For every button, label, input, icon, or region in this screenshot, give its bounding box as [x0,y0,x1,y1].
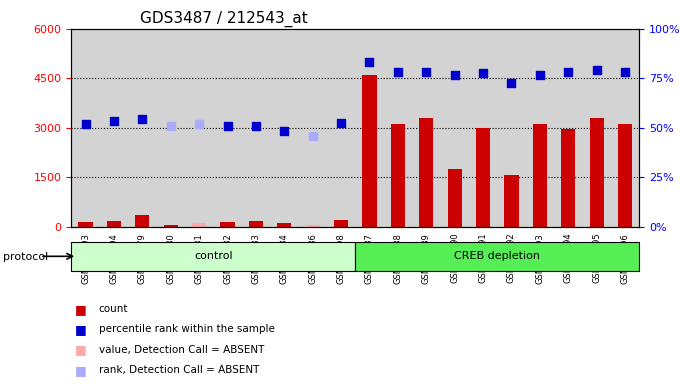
Point [279,128,290,134]
Point [563,69,574,75]
Bar [611,29,639,227]
Bar [526,29,554,227]
Point [307,133,318,139]
Bar [249,221,263,227]
Bar [355,29,384,227]
Point [137,116,148,122]
Bar [554,29,582,227]
Bar [78,222,92,227]
Bar [532,124,547,227]
Bar [242,29,270,227]
Bar [618,124,632,227]
Bar [220,222,235,227]
Point [619,69,630,75]
Bar [334,220,348,227]
Point [364,59,375,65]
Bar [476,127,490,227]
Bar [128,29,156,227]
Point [534,72,545,78]
Point [477,70,488,76]
Point [449,72,460,78]
Bar [497,29,526,227]
Point [165,123,176,129]
Bar [362,75,377,227]
Bar [469,29,497,227]
Bar [590,118,604,227]
Point [222,123,233,129]
Bar [447,169,462,227]
Text: percentile rank within the sample: percentile rank within the sample [99,324,275,334]
Bar [107,221,121,227]
Bar [192,223,206,227]
Bar [419,118,433,227]
Text: value, Detection Call = ABSENT: value, Detection Call = ABSENT [99,345,264,355]
Text: ■: ■ [75,303,86,316]
Point [506,80,517,86]
Bar [561,129,575,227]
Bar [391,124,405,227]
Text: ■: ■ [75,323,86,336]
Point [194,121,205,127]
Bar [384,29,412,227]
Text: protocol: protocol [3,252,49,262]
Bar [135,215,150,227]
Text: CREB depletion: CREB depletion [454,251,540,262]
Point [392,69,403,75]
Text: GDS3487 / 212543_at: GDS3487 / 212543_at [139,11,307,27]
Bar [185,29,214,227]
Text: ■: ■ [75,343,86,356]
Bar [327,29,355,227]
Bar [277,223,292,227]
Point [250,123,261,129]
Bar [100,29,128,227]
Bar [305,225,320,227]
Bar [270,29,299,227]
Bar [164,225,178,227]
Bar [582,29,611,227]
Text: control: control [194,251,233,262]
Point [109,118,120,124]
Bar [156,29,185,227]
Point [591,67,602,73]
Bar [299,29,327,227]
Point [80,121,91,127]
Text: rank, Detection Call = ABSENT: rank, Detection Call = ABSENT [99,365,259,375]
Bar [71,29,100,227]
FancyBboxPatch shape [71,242,355,271]
FancyBboxPatch shape [355,242,639,271]
Bar [441,29,469,227]
Text: count: count [99,304,128,314]
Point [336,120,347,126]
Bar [505,175,519,227]
Bar [412,29,441,227]
Text: ■: ■ [75,364,86,377]
Bar [214,29,242,227]
Point [421,69,432,75]
